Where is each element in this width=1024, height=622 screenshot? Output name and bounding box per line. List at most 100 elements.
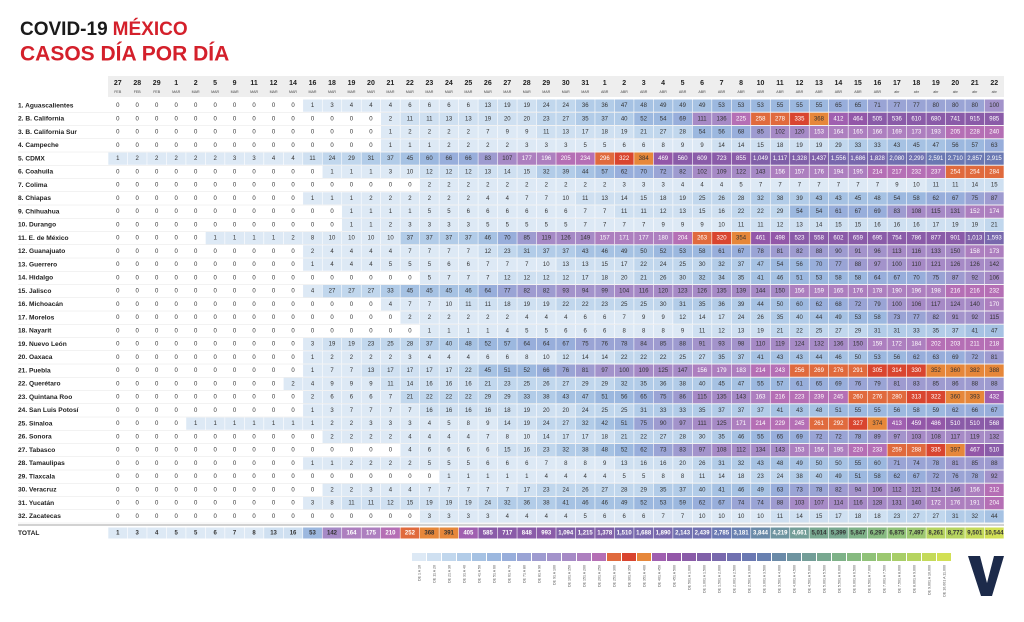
cell-value: 510 [989, 448, 1000, 454]
cell-value: 11 [738, 222, 745, 228]
column-day: 21 [971, 80, 979, 87]
cell-bg [186, 311, 206, 324]
row-name: 27. Tabasco [18, 447, 55, 454]
cell-bg [673, 245, 693, 258]
cell-bg [634, 112, 654, 125]
cell-value: 609 [697, 156, 708, 162]
cell-value: 120 [658, 289, 669, 295]
cell-value: 40 [796, 315, 803, 321]
row-name: 18. Nayarit [18, 328, 52, 335]
cell-bg [809, 258, 829, 271]
cell-value: 59 [679, 501, 686, 507]
cell-bg [790, 165, 809, 178]
cell-value: 17 [523, 487, 530, 493]
cell-value: 29 [348, 156, 355, 162]
cell-value: 44 [582, 169, 589, 175]
cell-bg [166, 112, 186, 125]
column-day: 10 [757, 80, 765, 87]
cell-bg [828, 126, 848, 139]
cell-value: 9 [661, 222, 665, 228]
cell-bg [303, 165, 322, 178]
legend-label: DE 71 A 80 [522, 565, 526, 583]
cell-value: 115 [989, 315, 999, 321]
cell-value: 52 [640, 501, 647, 507]
cell-value: 198 [931, 289, 942, 295]
column-day: 19 [932, 80, 940, 87]
cell-value: 109 [717, 169, 728, 175]
cell-bg [653, 245, 673, 258]
cell-value: 19 [465, 501, 472, 507]
cell-value: 284 [989, 169, 1000, 175]
cell-value: 6 [447, 262, 451, 268]
cell-value: 47 [991, 328, 998, 334]
cell-value: 7 [876, 183, 880, 189]
cell-bg [166, 311, 186, 324]
cell-bg [419, 179, 439, 192]
cell-bg [517, 126, 537, 139]
cell-value: 88 [991, 461, 998, 467]
cell-value: 0 [155, 169, 159, 175]
cell-value: 17 [407, 368, 414, 374]
row-name: 2. B. California [18, 116, 64, 123]
cell-value: 0 [252, 169, 256, 175]
column-day: 15 [854, 80, 862, 87]
cell-value: 0 [136, 236, 140, 242]
cell-bg [595, 285, 615, 298]
cell-value: 124 [950, 302, 961, 308]
cell-value: 44 [757, 302, 764, 308]
cell-value: 9 [700, 143, 704, 149]
cell-value: 30 [699, 434, 706, 440]
cell-bg [809, 126, 829, 139]
cell-value: 0 [194, 249, 198, 255]
cell-bg [751, 285, 770, 298]
cell-value: 7 [408, 249, 412, 255]
cell-bg [205, 285, 225, 298]
cell-value: 5 [564, 222, 568, 228]
cell-bg [731, 99, 751, 112]
cell-bg [458, 285, 478, 298]
cell-value: 92 [971, 275, 978, 281]
cell-bg [322, 218, 342, 231]
cell-bg [127, 271, 147, 284]
cell-bg [205, 126, 225, 139]
cell-bg [692, 139, 712, 152]
cell-value: 7 [603, 222, 607, 228]
cell-value: 12 [660, 209, 667, 215]
cell-value: 52 [640, 116, 647, 122]
cell-value: 126 [950, 262, 961, 268]
cell-bg [575, 99, 595, 112]
cell-value: 6 [564, 209, 568, 215]
cell-bg [361, 311, 381, 324]
cell-bg [225, 165, 245, 178]
cell-value: 10 [407, 169, 414, 175]
cell-value: 0 [330, 116, 334, 122]
cell-value: 360 [950, 395, 961, 401]
cell-bg [244, 205, 264, 218]
cell-value: 2 [408, 130, 412, 136]
column-month: MAR [523, 90, 531, 94]
cell-value: 0 [330, 302, 334, 308]
cell-value: 16 [640, 461, 647, 467]
cell-bg [458, 99, 478, 112]
cell-value: 49 [835, 474, 842, 480]
cell-bg [809, 218, 829, 231]
cell-value: 51 [601, 395, 608, 401]
cell-bg [166, 205, 186, 218]
cell-value: 34 [718, 275, 725, 281]
cell-bg [361, 126, 381, 139]
cell-value: 56 [894, 355, 901, 361]
cell-value: 560 [678, 156, 689, 162]
cell-value: 164 [346, 531, 357, 537]
cell-bg [264, 285, 284, 298]
cell-bg [712, 205, 732, 218]
cell-value: 135 [717, 289, 728, 295]
cell-bg [303, 192, 322, 205]
cell-bg [809, 192, 829, 205]
cell-value: 88 [971, 381, 978, 387]
cell-value: 204 [989, 501, 1000, 507]
cell-value: 41 [718, 487, 725, 493]
cell-value: 327 [853, 421, 864, 427]
cell-bg [186, 298, 206, 311]
cell-bg [205, 205, 225, 218]
cell-value: 10,544 [985, 531, 1004, 537]
